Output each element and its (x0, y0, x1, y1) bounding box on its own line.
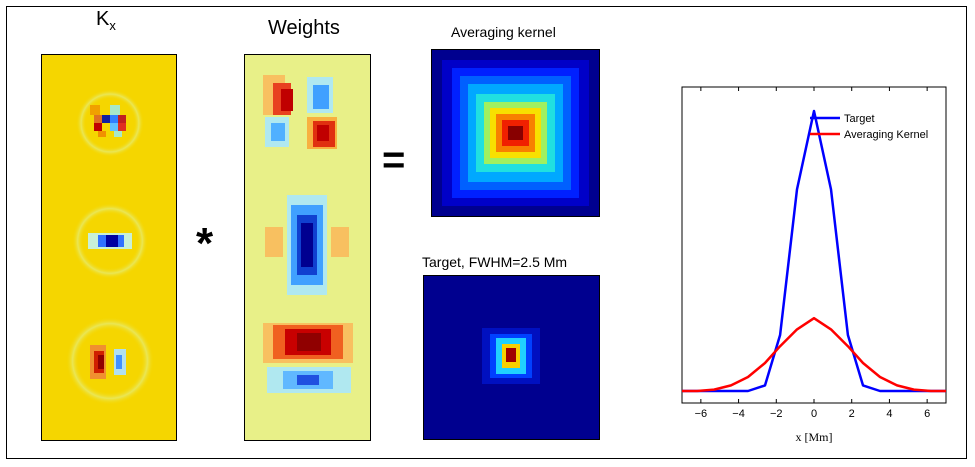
x-tick-label: 0 (811, 408, 817, 420)
plot-area (681, 86, 947, 404)
kx-title: Kx (96, 8, 116, 33)
x-axis-label: x [Mm] (796, 430, 833, 444)
target-image (423, 275, 600, 440)
equals-operator: = (382, 138, 406, 182)
series-line-target (682, 109, 946, 393)
kx-panel (41, 54, 177, 441)
x-tick-label: −6 (695, 408, 708, 420)
series-line-averaging-kernel (682, 316, 946, 393)
x-tick-label: 4 (886, 408, 892, 420)
line-chart-svg: −6 −4 −2 0 2 4 6 Target Averaging Kernel x [Mm] (681, 86, 947, 444)
kx-image (42, 55, 176, 440)
convolution-operator: * (196, 219, 214, 268)
legend-label: Target (844, 113, 875, 125)
x-tick-label: 2 (849, 408, 855, 420)
figure-frame (6, 6, 967, 459)
averaging-kernel-title: Averaging kernel (451, 24, 556, 40)
x-tick-label: −2 (770, 408, 783, 420)
line-chart: −6 −4 −2 0 2 4 6 Target Averaging Kernel x [Mm] (650, 75, 956, 455)
target-title: Target, FWHM=2.5 Mm (422, 254, 568, 270)
averaging-kernel-image (431, 49, 600, 217)
x-tick-label: 6 (924, 408, 930, 420)
legend-label: Averaging Kernel (844, 129, 928, 141)
weights-title: Weights (268, 17, 340, 39)
weights-panel (244, 54, 371, 441)
x-tick-label: −4 (732, 408, 745, 420)
weights-image (245, 55, 370, 440)
